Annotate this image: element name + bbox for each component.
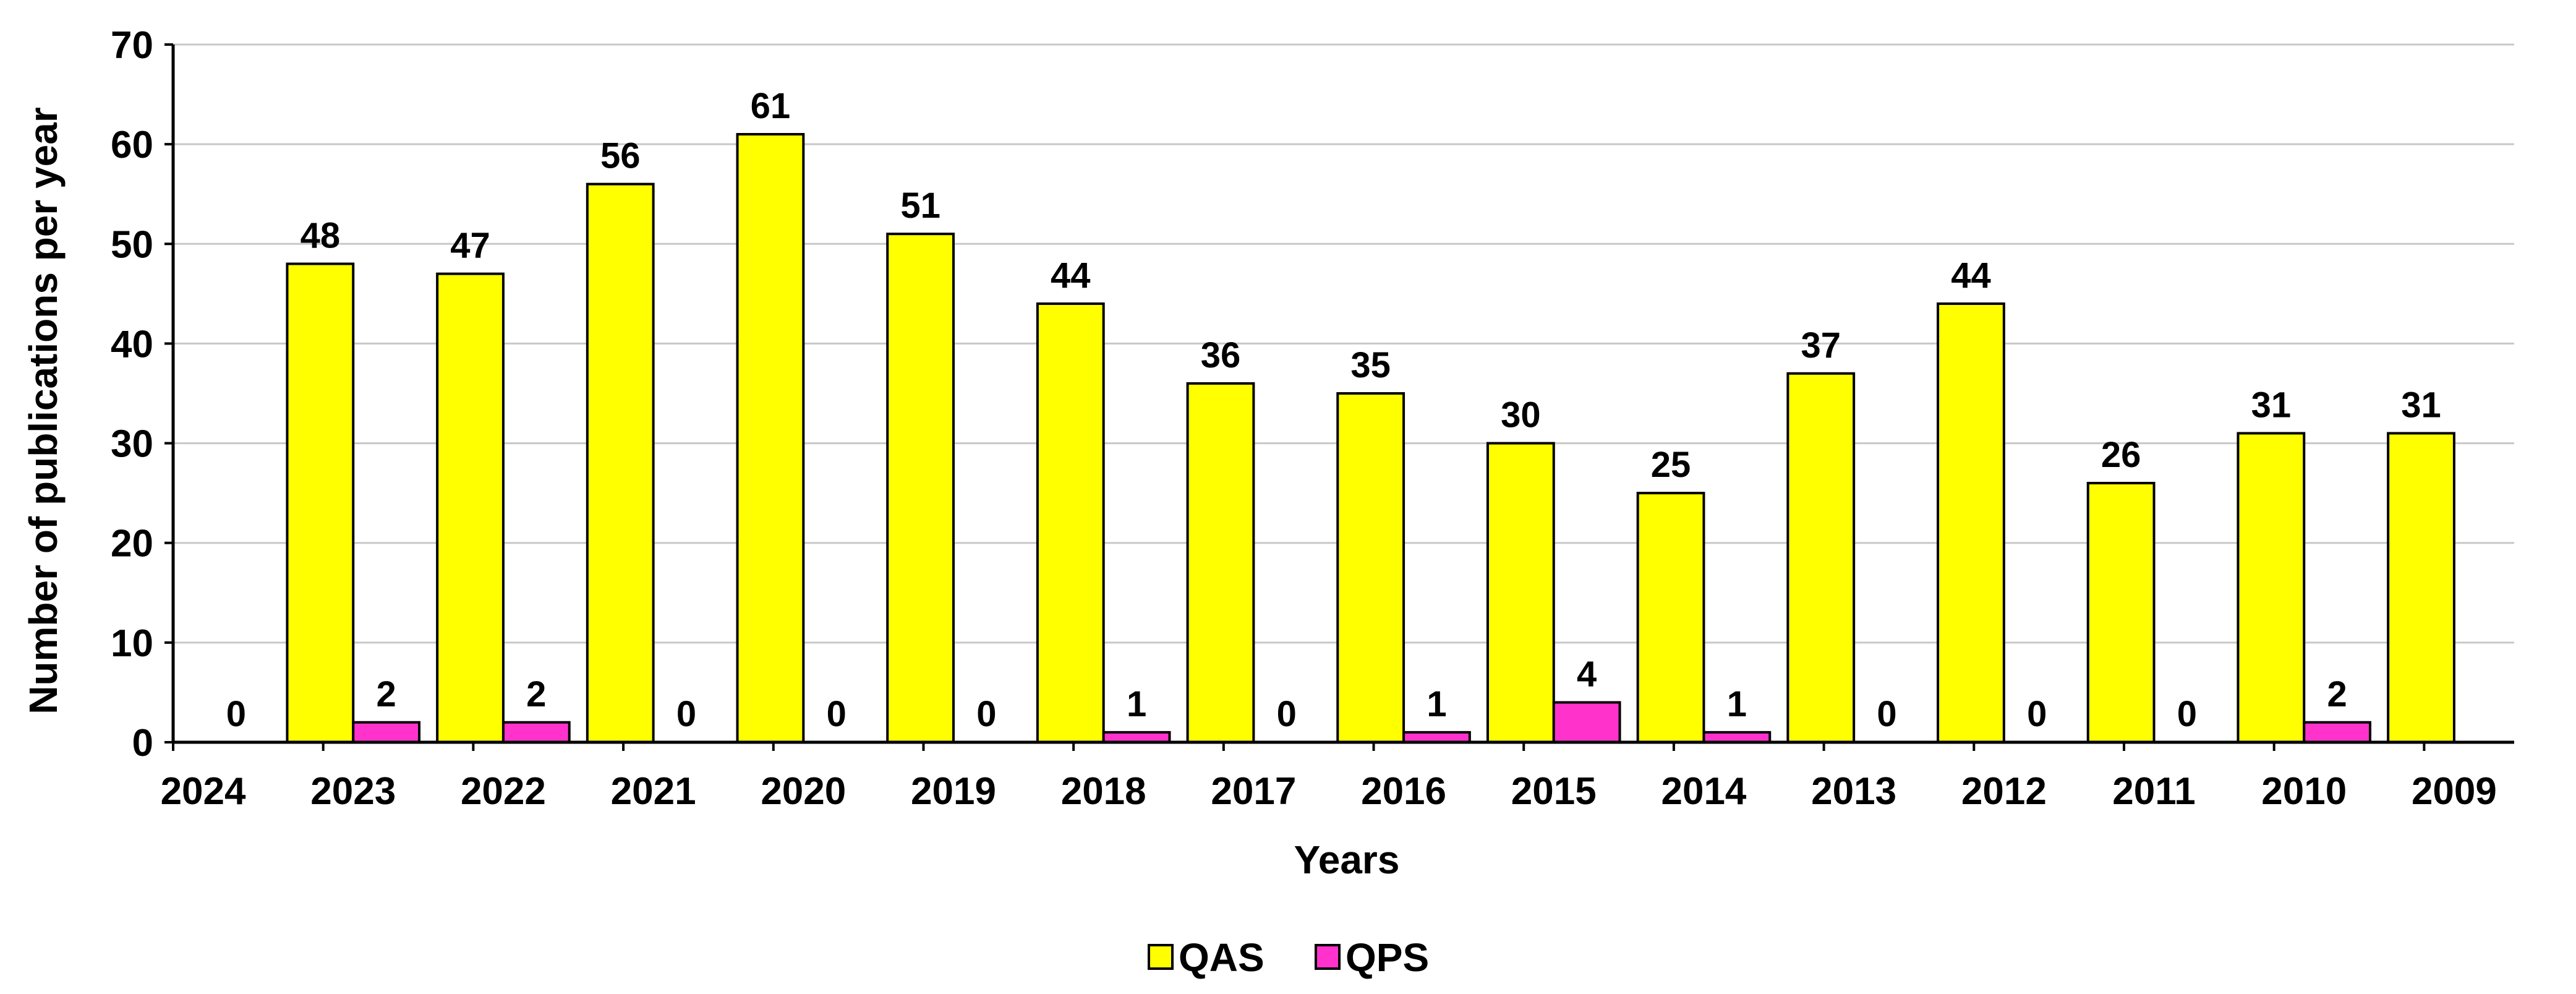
data-label-qps-2010: 2 xyxy=(2327,674,2347,714)
bar-qas-2022 xyxy=(436,272,505,743)
x-tick-label-2023: 2023 xyxy=(310,770,396,813)
data-label-qas-2012: 44 xyxy=(1951,255,1991,296)
x-tick-label-2017: 2017 xyxy=(1211,770,1296,813)
data-label-qps-2016: 1 xyxy=(1427,684,1446,724)
bar-qas-2015 xyxy=(1486,442,1555,743)
x-tick-label-2018: 2018 xyxy=(1061,770,1146,813)
bar-qps-2023 xyxy=(352,721,421,744)
data-label-qps-2018: 1 xyxy=(1127,684,1146,724)
axes xyxy=(164,43,2514,751)
y-tick-label-40: 40 xyxy=(111,323,153,366)
bar-qas-2020 xyxy=(736,133,805,743)
data-label-qps-2012: 0 xyxy=(2027,694,2047,734)
y-axis-title: Number of publications per year xyxy=(21,107,66,714)
data-label-qas-2017: 36 xyxy=(1201,335,1241,375)
x-tick-label-2012: 2012 xyxy=(1961,770,2047,813)
legend-swatch-qas xyxy=(1148,944,1174,970)
bar-qas-2021 xyxy=(586,182,655,744)
data-label-qps-2021: 0 xyxy=(676,694,696,734)
bar-qas-2018 xyxy=(1036,302,1105,743)
data-label-qps-2011: 0 xyxy=(2177,694,2197,734)
x-tick-label-2022: 2022 xyxy=(461,770,546,813)
data-label-qas-2022: 47 xyxy=(450,226,490,266)
legend-label-qas: QAS xyxy=(1179,935,1265,980)
x-tick-label-2020: 2020 xyxy=(761,770,846,813)
x-tick-label-2010: 2010 xyxy=(2261,770,2347,813)
data-label-qps-2024: 0 xyxy=(226,694,246,734)
y-tick-labels: 0 10 20 30 40 50 60 70 xyxy=(111,24,153,765)
y-tick-label-60: 60 xyxy=(111,124,153,166)
data-label-qps-2019: 0 xyxy=(976,694,996,734)
data-label-qps-2015: 4 xyxy=(1577,654,1597,695)
y-tick-label-0: 0 xyxy=(132,722,153,765)
data-label-qas-2023: 48 xyxy=(301,216,341,256)
y-tick-label-70: 70 xyxy=(111,24,153,67)
bar-qps-2022 xyxy=(501,721,571,744)
data-label-qps-2013: 0 xyxy=(1877,694,1896,734)
bar-qps-2015 xyxy=(1552,701,1621,743)
bar-qas-2011 xyxy=(2086,482,2156,743)
data-label-qas-2016: 35 xyxy=(1350,345,1391,385)
x-axis-title: Years xyxy=(1294,838,1400,882)
x-tick-label-2016: 2016 xyxy=(1361,770,1446,813)
bar-qps-2010 xyxy=(2303,721,2372,744)
bar-qas-2013 xyxy=(1786,372,1856,743)
x-tick-label-2015: 2015 xyxy=(1511,770,1597,813)
data-label-qas-2013: 37 xyxy=(1801,325,1841,366)
data-label-qas-2018: 44 xyxy=(1051,255,1091,296)
data-label-qps-2022: 2 xyxy=(526,674,546,714)
data-labels: 0 48 2 47 2 56 0 61 0 51 0 44 1 36 0 35 1 30 4 25 1 37 0 44 0 26 0… xyxy=(226,86,2441,734)
bar-qas-2016 xyxy=(1336,392,1405,743)
data-label-qps-2023: 2 xyxy=(376,674,396,714)
bar-qas-2023 xyxy=(286,262,355,743)
data-label-qas-2010: 31 xyxy=(2251,385,2292,425)
x-tick-label-2021: 2021 xyxy=(611,770,696,813)
y-tick-label-20: 20 xyxy=(111,523,153,565)
bar-qas-2009 xyxy=(2387,432,2455,743)
data-label-qas-2015: 30 xyxy=(1501,395,1541,435)
data-label-qas-2009: 31 xyxy=(2401,385,2441,425)
legend-swatch-qps xyxy=(1315,944,1341,970)
data-label-qas-2019: 51 xyxy=(900,186,940,226)
x-tick-label-2024: 2024 xyxy=(161,770,246,813)
legend-label-qps: QPS xyxy=(1346,935,1429,980)
x-tick-label-2019: 2019 xyxy=(911,770,996,813)
y-tick-label-50: 50 xyxy=(111,223,153,266)
legend: QAS QPS xyxy=(1148,935,1429,980)
data-label-qps-2020: 0 xyxy=(827,694,847,734)
x-tick-label-2009: 2009 xyxy=(2412,770,2497,813)
bars xyxy=(286,133,2455,744)
y-tick-label-30: 30 xyxy=(111,423,153,466)
y-tick-label-10: 10 xyxy=(111,622,153,665)
data-label-qas-2021: 56 xyxy=(600,136,641,176)
x-tick-label-2011: 2011 xyxy=(2112,770,2196,813)
data-label-qps-2017: 0 xyxy=(1277,694,1297,734)
data-label-qps-2014: 1 xyxy=(1727,684,1747,724)
bar-qas-2014 xyxy=(1636,492,1705,744)
x-tick-labels: 2024 2023 2022 2021 2020 2019 2018 2017 2016 2015… xyxy=(161,770,2497,813)
x-tick-label-2014: 2014 xyxy=(1661,770,1746,813)
x-tick-label-2013: 2013 xyxy=(1811,770,1896,813)
data-label-qas-2020: 61 xyxy=(751,86,791,126)
data-label-qas-2011: 26 xyxy=(2101,435,2141,475)
bar-qas-2010 xyxy=(2237,432,2306,743)
data-label-qas-2014: 25 xyxy=(1651,445,1691,485)
bar-qas-2012 xyxy=(1937,302,2005,743)
bar-qas-2019 xyxy=(886,233,955,743)
bar-qas-2017 xyxy=(1186,382,1255,743)
